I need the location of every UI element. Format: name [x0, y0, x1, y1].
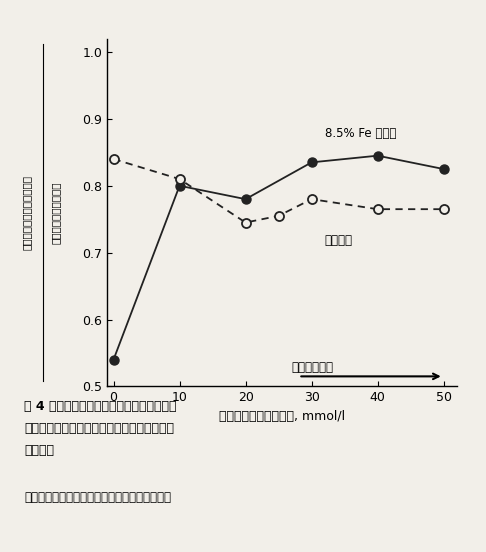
- Text: 積の増加: 積の増加: [24, 444, 54, 458]
- Text: 還元処理後の水中沈定容積: 還元処理後の水中沈定容積: [22, 175, 32, 250]
- Text: 強い還元状態: 強い還元状態: [292, 362, 334, 374]
- X-axis label: アスコルビン酸添加量, mmol/l: アスコルビン酸添加量, mmol/l: [219, 410, 345, 423]
- Text: 注）水田化が進むと、縦軸の値が大きくなる。: 注）水田化が進むと、縦軸の値が大きくなる。: [24, 491, 171, 505]
- Text: 無添加区: 無添加区: [325, 234, 353, 247]
- Text: 围 4 風乾したスメクタイトー鉄複合体への: 围 4 風乾したスメクタイトー鉄複合体への: [24, 400, 177, 413]
- Text: アスコルビン酸還元処理による　水中沈定容: アスコルビン酸還元処理による 水中沈定容: [24, 422, 174, 436]
- Text: 風乾前の水中沈定容積: 風乾前の水中沈定容積: [51, 181, 61, 244]
- Text: 8.5% Fe 添加区: 8.5% Fe 添加区: [325, 127, 396, 140]
